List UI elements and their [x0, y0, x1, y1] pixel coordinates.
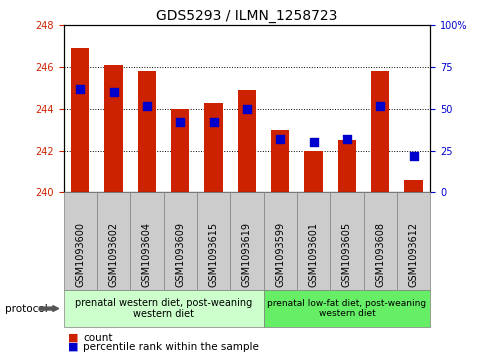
Point	[409, 153, 417, 159]
Text: GSM1093601: GSM1093601	[308, 222, 318, 287]
Bar	[204, 103, 223, 192]
Point	[376, 103, 384, 109]
Bar	[337, 140, 355, 192]
Text: GSM1093604: GSM1093604	[142, 222, 152, 287]
Text: prenatal western diet, post-weaning
western diet: prenatal western diet, post-weaning west…	[75, 298, 252, 319]
Text: GSM1093600: GSM1093600	[75, 222, 85, 287]
Point	[109, 89, 117, 95]
Text: percentile rank within the sample: percentile rank within the sample	[83, 342, 259, 352]
Bar	[404, 180, 422, 192]
Text: ■: ■	[68, 342, 79, 352]
Bar	[304, 151, 322, 192]
Point	[343, 136, 350, 142]
Point	[176, 119, 184, 125]
Text: GSM1093609: GSM1093609	[175, 222, 185, 287]
Text: GSM1093599: GSM1093599	[275, 222, 285, 287]
Text: GSM1093612: GSM1093612	[408, 222, 418, 287]
Text: GSM1093605: GSM1093605	[341, 222, 351, 287]
Text: GSM1093615: GSM1093615	[208, 222, 218, 287]
Bar	[270, 130, 289, 192]
Text: GSM1093608: GSM1093608	[375, 222, 385, 287]
Point	[309, 139, 317, 145]
Point	[142, 103, 150, 109]
Text: GSM1093602: GSM1093602	[108, 222, 118, 287]
Text: protocol: protocol	[5, 303, 47, 314]
Bar	[171, 109, 189, 192]
Text: count: count	[83, 333, 112, 343]
Point	[276, 136, 284, 142]
Text: GSM1093619: GSM1093619	[242, 222, 251, 287]
Title: GDS5293 / ILMN_1258723: GDS5293 / ILMN_1258723	[156, 9, 337, 23]
Point	[243, 106, 250, 112]
Text: ■: ■	[68, 333, 79, 343]
Bar	[71, 48, 89, 192]
Bar	[237, 90, 256, 192]
Bar	[138, 72, 156, 192]
Point	[76, 86, 84, 92]
Bar	[104, 65, 122, 192]
Bar	[370, 72, 388, 192]
Text: prenatal low-fat diet, post-weaning
western diet: prenatal low-fat diet, post-weaning west…	[267, 299, 426, 318]
Point	[209, 119, 217, 125]
